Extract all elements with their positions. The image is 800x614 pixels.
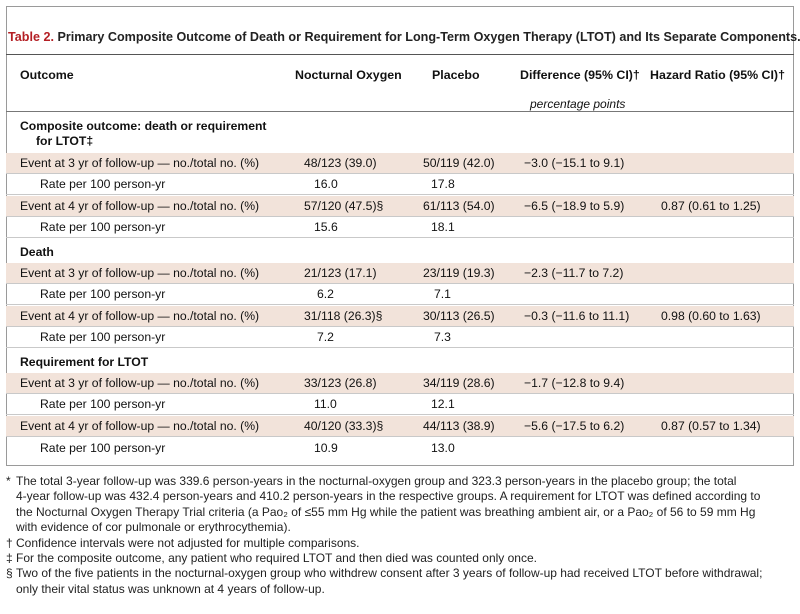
cell-difference: −2.3 (−11.7 to 7.2) <box>524 266 624 280</box>
cell-nocturnal: 31/118 (26.3)§ <box>304 309 383 323</box>
footnote-mark: * <box>6 474 11 488</box>
table-label: Table 2. <box>8 30 54 44</box>
table-row: Event at 3 yr of follow-up — no./total n… <box>6 373 794 394</box>
cell-placebo: 34/119 (28.6) <box>423 376 495 390</box>
cell-difference: −6.5 (−18.9 to 5.9) <box>524 199 625 213</box>
row-label: Rate per 100 person-yr <box>40 220 166 234</box>
row-label: Rate per 100 person-yr <box>40 177 166 191</box>
section-heading-line1: Requirement for LTOT <box>20 355 149 369</box>
footnotes: * The total 3-year follow-up was 339.6 p… <box>6 474 794 597</box>
cell-hazard-ratio: 0.87 (0.57 to 1.34) <box>661 419 761 433</box>
cell-placebo: 12.1 <box>431 397 455 411</box>
section-heading-line1: Composite outcome: death or requirement <box>20 119 267 133</box>
footnote-mark: ‡ <box>6 551 13 566</box>
footnote-line: The total 3-year follow-up was 339.6 per… <box>16 474 737 488</box>
footnote-mark: † <box>6 535 13 550</box>
footnote-double-dagger: ‡ For the composite outcome, any patient… <box>6 551 794 566</box>
row-label: Event at 3 yr of follow-up — no./total n… <box>20 266 260 280</box>
cell-nocturnal: 40/120 (33.3)§ <box>304 419 384 433</box>
table-row: Rate per 100 person-yr 16.0 17.8 <box>6 174 794 195</box>
table-frame <box>6 6 794 466</box>
cell-placebo: 17.8 <box>431 177 455 191</box>
table-row: Rate per 100 person-yr 10.9 13.0 <box>6 437 794 459</box>
row-label: Rate per 100 person-yr <box>40 330 166 344</box>
cell-placebo: 18.1 <box>431 220 455 234</box>
row-label: Event at 3 yr of follow-up — no./total n… <box>20 156 260 170</box>
cell-placebo: 7.3 <box>434 330 451 344</box>
row-label: Event at 4 yr of follow-up — no./total n… <box>20 309 260 323</box>
footnote-line: Two of the five patients in the nocturna… <box>16 566 763 581</box>
footnote-line: Confidence intervals were not adjusted f… <box>16 535 360 550</box>
header-rule <box>6 111 794 112</box>
row-label: Rate per 100 person-yr <box>40 287 166 301</box>
col-header-placebo: Placebo <box>432 68 480 82</box>
cell-hazard-ratio: 0.98 (0.60 to 1.63) <box>661 309 761 323</box>
table-row: Rate per 100 person-yr 11.0 12.1 <box>6 394 794 415</box>
cell-placebo: 23/119 (19.3) <box>423 266 495 280</box>
difference-unit-label: percentage points <box>530 97 626 111</box>
cell-nocturnal: 10.9 <box>314 441 338 455</box>
section-heading-line2: for LTOT‡ <box>36 134 94 148</box>
table-row: Event at 3 yr of follow-up — no./total n… <box>6 263 794 284</box>
footnote-section: § Two of the five patients in the noctur… <box>6 566 794 597</box>
cell-placebo: 61/113 (54.0) <box>423 199 495 213</box>
cell-nocturnal: 57/120 (47.5)§ <box>304 199 384 213</box>
footnote-mark: § <box>6 566 13 581</box>
table-row: Rate per 100 person-yr 15.6 18.1 <box>6 217 794 238</box>
cell-nocturnal: 48/123 (39.0) <box>304 156 377 170</box>
col-header-hazard-ratio: Hazard Ratio (95% CI)† <box>650 68 785 82</box>
cell-nocturnal: 11.0 <box>314 397 337 411</box>
footnote-line: For the composite outcome, any patient w… <box>16 551 537 566</box>
section-heading-requirement: Requirement for LTOT <box>6 355 794 373</box>
cell-placebo: 13.0 <box>431 441 455 455</box>
table-title-text: Primary Composite Outcome of Death or Re… <box>57 30 800 44</box>
cell-placebo: 7.1 <box>434 287 451 301</box>
cell-nocturnal: 21/123 (17.1) <box>304 266 377 280</box>
cell-nocturnal: 15.6 <box>314 220 338 234</box>
section-heading-composite: Composite outcome: death or requirement … <box>6 119 794 153</box>
footnote-line: only their vital status was unknown at 4… <box>16 581 325 596</box>
cell-placebo: 50/119 (42.0) <box>423 156 495 170</box>
table-row: Event at 4 yr of follow-up — no./total n… <box>6 416 794 437</box>
cell-difference: −5.6 (−17.5 to 6.2) <box>524 419 625 433</box>
footnote-line: with evidence of cor pulmonale or erythr… <box>16 520 291 535</box>
cell-nocturnal: 16.0 <box>314 177 338 191</box>
col-header-nocturnal-oxygen: Nocturnal Oxygen <box>295 68 402 82</box>
cell-nocturnal: 6.2 <box>317 287 334 301</box>
table-row: Event at 4 yr of follow-up — no./total n… <box>6 196 794 217</box>
cell-placebo: 30/113 (26.5) <box>423 309 495 323</box>
row-label: Rate per 100 person-yr <box>40 441 166 455</box>
table-row: Rate per 100 person-yr 7.2 7.3 <box>6 327 794 348</box>
col-header-outcome: Outcome <box>20 68 74 82</box>
cell-nocturnal: 33/123 (26.8) <box>304 376 377 390</box>
row-label: Event at 4 yr of follow-up — no./total n… <box>20 419 260 433</box>
footnote-asterisk: * The total 3-year follow-up was 339.6 p… <box>6 474 794 536</box>
footnote-line: 4-year follow-up was 432.4 person-years … <box>16 489 761 504</box>
table-title: Table 2. Primary Composite Outcome of De… <box>8 30 800 44</box>
row-label: Event at 4 yr of follow-up — no./total n… <box>20 199 260 213</box>
top-rule <box>6 54 794 55</box>
table-row: Event at 4 yr of follow-up — no./total n… <box>6 306 794 327</box>
cell-hazard-ratio: 0.87 (0.61 to 1.25) <box>661 199 761 213</box>
table-row: Event at 3 yr of follow-up — no./total n… <box>6 153 794 174</box>
cell-difference: −0.3 (−11.6 to 11.1) <box>524 309 630 323</box>
row-label: Rate per 100 person-yr <box>40 397 166 411</box>
footnote-dagger: † Confidence intervals were not adjusted… <box>6 536 794 551</box>
row-label: Event at 3 yr of follow-up — no./total n… <box>20 376 260 390</box>
table-row: Rate per 100 person-yr 6.2 7.1 <box>6 284 794 305</box>
cell-nocturnal: 7.2 <box>317 330 334 344</box>
footnote-line: the Nocturnal Oxygen Therapy Trial crite… <box>16 504 756 519</box>
col-header-difference: Difference (95% CI)† <box>520 68 640 82</box>
cell-difference: −3.0 (−15.1 to 9.1) <box>524 156 625 170</box>
section-heading-line1: Death <box>20 245 54 259</box>
cell-difference: −1.7 (−12.8 to 9.4) <box>524 376 625 390</box>
cell-placebo: 44/113 (38.9) <box>423 419 495 433</box>
section-heading-death: Death <box>6 245 794 263</box>
